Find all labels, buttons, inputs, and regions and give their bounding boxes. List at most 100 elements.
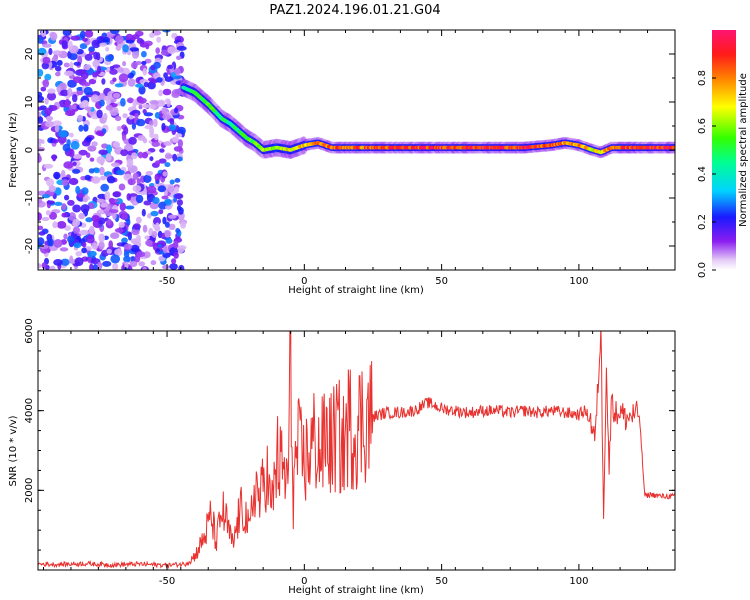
- noise-blob: [52, 221, 58, 229]
- noise-blob: [162, 171, 168, 177]
- noise-blob: [115, 45, 122, 51]
- snr-x-axis-label: Height of straight line (km): [288, 585, 424, 596]
- x-tick-label: -50: [159, 276, 175, 287]
- noise-blob: [53, 259, 63, 266]
- noise-blob: [129, 47, 139, 52]
- noise-blob: [84, 30, 94, 38]
- signal-ridge: [179, 78, 675, 159]
- noise-blob: [38, 225, 44, 231]
- noise-blob: [151, 230, 158, 238]
- noise-blob: [55, 71, 61, 77]
- noise-blob: [162, 264, 170, 270]
- noise-blob: [80, 71, 89, 80]
- noise-blob: [167, 64, 174, 70]
- noise-blob: [96, 198, 106, 204]
- noise-blob: [165, 198, 172, 206]
- noise-blob: [164, 98, 171, 104]
- noise-blob: [170, 72, 176, 78]
- noise-blob: [72, 161, 77, 166]
- noise-blob: [97, 65, 102, 75]
- snr-panel: -50 0 50 100 2000 4000 6000 Height of straight…: [8, 318, 676, 596]
- noise-blob: [53, 239, 63, 248]
- noise-blob: [42, 79, 50, 88]
- noise-blob: [110, 254, 121, 264]
- noise-blob: [165, 204, 172, 210]
- noise-blob: [149, 32, 155, 38]
- noise-blob: [78, 149, 88, 156]
- noise-blob: [102, 260, 112, 267]
- noise-blob: [174, 178, 181, 183]
- noise-blob: [121, 237, 128, 244]
- noise-blob: [72, 204, 81, 213]
- x-tick-label: 0: [301, 276, 307, 287]
- noise-blob: [83, 86, 93, 96]
- noise-blob: [70, 35, 81, 41]
- noise-blob: [180, 221, 187, 229]
- noise-blob: [123, 126, 129, 135]
- colorbar-tick-label: 0.4: [697, 166, 708, 182]
- noise-blob: [167, 185, 175, 193]
- noise-blob: [62, 143, 71, 152]
- noise-blob: [45, 115, 54, 122]
- colorbar-ticks: 0.0 0.2 0.4 0.6 0.8: [697, 70, 716, 278]
- noise-blob: [145, 170, 153, 176]
- noise-blob: [161, 107, 168, 115]
- noise-blob: [147, 213, 152, 219]
- noise-blob: [79, 43, 88, 50]
- noise-blob: [171, 258, 177, 264]
- noise-blob: [146, 185, 157, 194]
- noise-blob: [129, 260, 138, 267]
- noise-blob: [136, 234, 141, 243]
- noise-blob: [105, 104, 113, 111]
- noise-blob: [165, 154, 175, 159]
- noise-blob: [79, 229, 89, 236]
- noise-blob: [164, 162, 171, 168]
- noise-blob: [136, 178, 141, 185]
- noise-blob: [175, 228, 181, 234]
- noise-blob: [85, 217, 93, 223]
- noise-blob: [175, 133, 183, 138]
- colorbar: 0.0 0.2 0.4 0.6 0.8 Normalized spectral ampl…: [697, 30, 749, 278]
- noise-blob: [127, 78, 136, 87]
- noise-blob: [127, 178, 136, 186]
- noise-blob: [41, 216, 50, 222]
- noise-blob: [91, 94, 99, 103]
- noise-blob: [172, 153, 178, 162]
- noise-blob: [115, 35, 124, 45]
- noise-blob: [155, 47, 160, 54]
- noise-blob: [160, 49, 170, 56]
- noise-blob: [76, 86, 84, 91]
- noise-blob: [94, 168, 100, 174]
- noise-blob: [52, 154, 57, 162]
- noise-blob: [112, 191, 121, 198]
- noise-blob: [174, 186, 180, 194]
- noise-blob: [100, 202, 108, 208]
- noise-blob: [142, 137, 148, 144]
- noise-blob: [120, 97, 126, 107]
- noise-blob: [126, 218, 131, 226]
- noise-blob: [173, 251, 179, 259]
- noise-blob: [67, 199, 75, 206]
- colorbar-tick-label: 0.6: [697, 118, 708, 134]
- noise-blob: [47, 238, 54, 247]
- noise-blob: [148, 120, 154, 127]
- noise-blob: [40, 86, 47, 92]
- noise-blob: [105, 55, 114, 62]
- noise-blob: [169, 118, 175, 126]
- noise-blob: [99, 42, 108, 47]
- noise-blob: [149, 103, 157, 109]
- noise-blob: [48, 185, 57, 193]
- noise-blob: [78, 212, 85, 220]
- noise-blob: [162, 216, 167, 225]
- noise-blob: [138, 261, 146, 267]
- noise-blob: [52, 50, 63, 55]
- noise-blob: [48, 47, 53, 56]
- noise-blob: [158, 209, 164, 215]
- noise-blob: [176, 55, 182, 60]
- noise-blob: [91, 242, 99, 250]
- noise-blob: [165, 238, 173, 244]
- noise-blob: [149, 100, 159, 105]
- noise-region: [38, 30, 188, 270]
- noise-blob: [82, 241, 87, 248]
- noise-blob: [118, 221, 125, 228]
